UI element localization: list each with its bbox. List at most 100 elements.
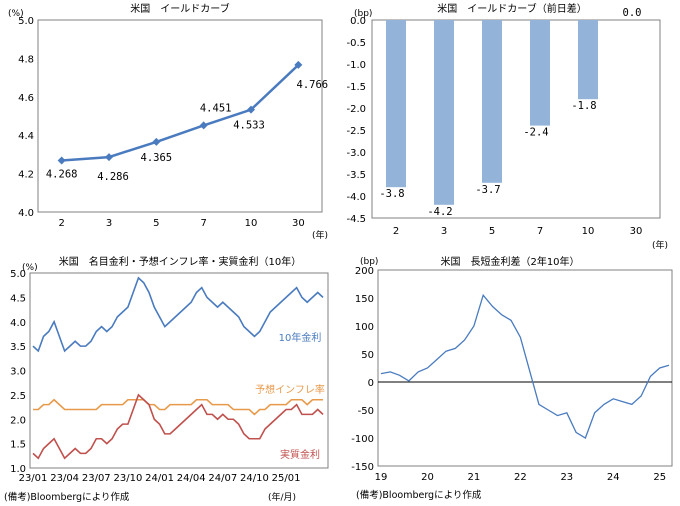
rates-title: 米国 名目金利・予想インフレ率・実質金利（10年）	[59, 255, 301, 268]
yield-change-chart: 米国 イールドカーブ（前日差） (bp) (年) 0.0 -0.5 -1.0 -1.5…	[346, 2, 668, 251]
rates-y-tick: 2.5	[10, 391, 26, 402]
yield-change-bar	[434, 20, 454, 205]
spread-y-tick: 0	[368, 378, 374, 389]
rates-plot-area	[29, 272, 329, 469]
rates-y-tick: 4.0	[10, 318, 26, 329]
spread-y-unit: (bp)	[360, 257, 378, 267]
yield-curve-x-unit: (年)	[312, 229, 328, 241]
spread-y-tick: 50	[361, 350, 374, 361]
spread-line	[380, 293, 670, 439]
yield-change-y-unit: (bp)	[354, 9, 372, 19]
rates-y-unit: (%)	[22, 263, 38, 273]
yield-curve-x-tick: 30	[292, 218, 305, 229]
yield-curve-title: 米国 イールドカーブ	[130, 2, 229, 15]
yield-curve-x-tick: 5	[153, 218, 159, 229]
yield-curve-y-tick: 4.8	[18, 54, 34, 65]
yield-curve-x-tick: 2	[58, 218, 64, 229]
spread-y-tick: -150	[351, 462, 374, 473]
yield-change-y-tick: 0.0	[350, 16, 366, 27]
yield-curve-line	[61, 64, 300, 162]
spread-x-tick: 22	[514, 472, 527, 483]
rates-x-tick: 23/04	[50, 473, 79, 484]
yield-curve-y-tick: 4.6	[18, 93, 34, 104]
rates-x-tick: 23/01	[19, 473, 48, 484]
yield-change-x-unit: (年)	[652, 239, 668, 251]
spread-y-tick: -100	[351, 434, 374, 445]
yield-curve-value-label: 4.268	[46, 169, 78, 181]
yield-change-y-tick: -4.0	[346, 192, 366, 203]
yield-change-y-tick: -1.0	[346, 60, 366, 71]
spread-x-tick: 19	[375, 472, 388, 483]
yield-change-y-tick: -2.0	[346, 104, 366, 115]
spread-x-tick: 24	[607, 472, 620, 483]
yield-change-x-tick: 10	[582, 226, 595, 237]
rates-x-unit: (年/月)	[268, 491, 296, 503]
yield-change-plot-area	[371, 19, 661, 219]
yield-change-y-tick: -2.5	[346, 126, 366, 137]
rates-x-tick: 24/04	[177, 473, 206, 484]
spread-x-tick: 23	[560, 472, 573, 483]
rates-series-line	[32, 393, 324, 460]
yield-curve-y-tick: 4.4	[18, 131, 34, 142]
rates-x-tick: 25/01	[272, 473, 301, 484]
yield-change-title: 米国 イールドカーブ（前日差）	[437, 2, 586, 15]
yield-change-value-label: -3.8	[379, 188, 404, 200]
yield-curve-y-tick: 4.2	[18, 170, 34, 181]
yield-curve-x-tick: 7	[200, 218, 206, 229]
spread-x-tick: 20	[421, 472, 434, 483]
rates-y-tick: 1.0	[10, 464, 26, 475]
rates-chart: 米国 名目金利・予想インフレ率・実質金利（10年） (%) (年/月) 1.0 1…	[10, 255, 329, 503]
rates-series-label: 10年金利	[279, 331, 322, 344]
rates-series-label: 予想インフレ率	[255, 383, 325, 396]
spread-x-tick: 21	[468, 472, 481, 483]
rates-series-line	[33, 398, 323, 416]
spread-y-tick: 200	[355, 266, 374, 277]
spread-chart: 米国 長短金利差（2年10年） (bp) 200 150 100 50 0 -50 -100…	[351, 255, 673, 483]
yield-curve-point	[152, 137, 161, 146]
yield-curve-y-unit: (%)	[8, 9, 24, 19]
rates-y-tick: 2.0	[10, 415, 26, 426]
yield-change-y-tick: -4.5	[346, 214, 366, 225]
yield-change-bar	[578, 20, 598, 100]
yield-change-bar	[530, 20, 550, 126]
rates-y-tick: 4.5	[10, 293, 26, 304]
yield-curve-plot-area	[37, 19, 323, 213]
yield-change-value-label: 0.0	[623, 7, 642, 19]
spread-y-tick: 150	[355, 294, 374, 305]
yield-change-x-tick: 5	[489, 226, 495, 237]
yield-change-y-tick: -3.5	[346, 170, 366, 181]
rates-x-tick: 24/01	[145, 473, 174, 484]
yield-change-value-label: -1.8	[571, 100, 596, 112]
yield-change-bar	[482, 20, 502, 183]
source-note-left: (備考)Bloombergにより作成	[4, 491, 130, 503]
rates-y-tick: 3.0	[10, 367, 26, 378]
yield-curve-y-tick: 5.0	[18, 16, 34, 27]
rates-y-tick: 5.0	[10, 269, 26, 280]
yield-curve-point	[247, 105, 255, 114]
yield-curve-x-tick: 3	[106, 218, 112, 229]
yield-change-y-tick: -0.5	[346, 38, 366, 49]
rates-x-tick: 24/10	[240, 473, 269, 484]
rates-x-tick: 23/07	[82, 473, 111, 484]
yield-change-y-tick: -3.0	[346, 148, 366, 159]
yield-change-value-label: -2.4	[523, 127, 548, 139]
yield-curve-y-tick: 4.0	[18, 208, 34, 219]
yield-change-x-tick: 2	[393, 226, 399, 237]
spread-x-tick: 25	[653, 472, 666, 483]
spread-plot-area	[377, 269, 673, 467]
yield-curve-value-label: 4.766	[297, 79, 329, 91]
yield-curve-point	[105, 153, 113, 162]
yield-curve-x-tick: 10	[245, 218, 258, 229]
spread-y-tick: -50	[358, 406, 374, 417]
rates-y-tick: 3.5	[10, 342, 26, 353]
yield-change-value-label: -3.7	[475, 184, 500, 196]
rates-x-tick: 23/10	[113, 473, 142, 484]
yield-curve-point	[294, 60, 303, 69]
yield-curve-point	[57, 156, 66, 165]
yield-curve-value-label: 4.533	[233, 120, 265, 132]
yield-change-x-tick: 7	[537, 226, 543, 237]
yield-change-bar	[386, 20, 406, 188]
yield-curve-point	[199, 121, 208, 130]
yield-change-value-label: -4.2	[427, 206, 452, 218]
yield-change-x-tick: 30	[630, 226, 643, 237]
